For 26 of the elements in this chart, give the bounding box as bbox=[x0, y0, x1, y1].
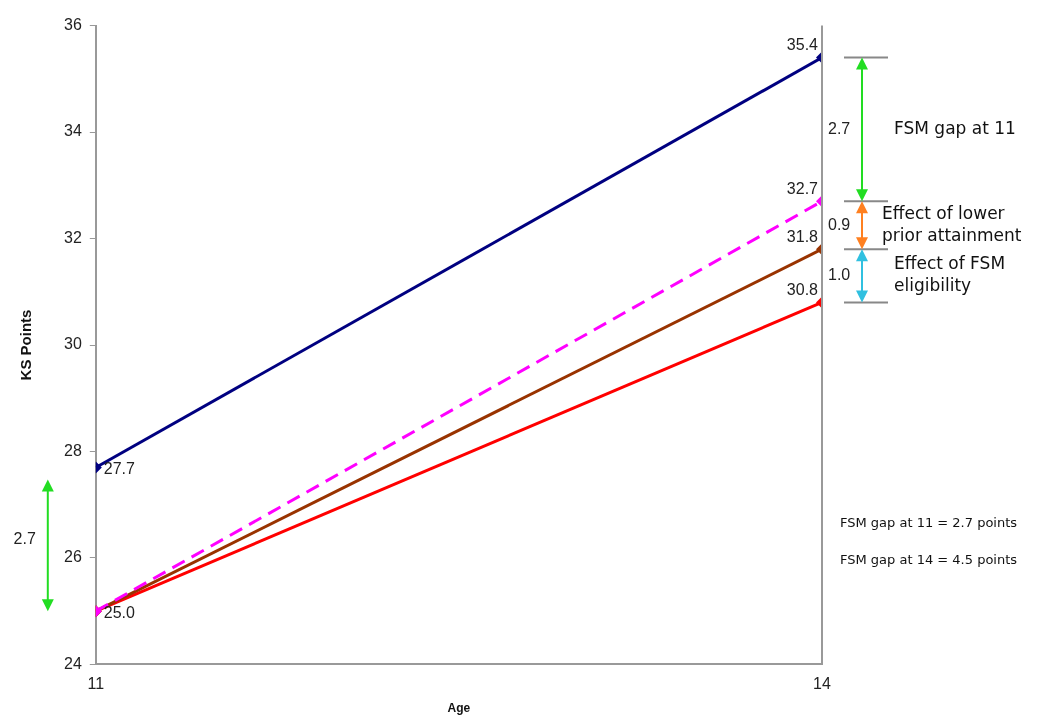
text: FSM gap at 11 bbox=[894, 117, 1016, 138]
x-tick-label: 11 bbox=[87, 675, 105, 693]
y-axis-title: KS Points bbox=[17, 309, 35, 381]
y-tick-label: 34 bbox=[64, 122, 82, 140]
data-label: 30.8 bbox=[786, 280, 819, 298]
data-label: 32.7 bbox=[786, 179, 819, 197]
text: 0.9 bbox=[828, 215, 851, 233]
text: FSM gap at 11 = 2.7 points bbox=[840, 515, 1018, 531]
x-tick-label: 14 bbox=[813, 675, 831, 693]
data-label: 31.8 bbox=[786, 227, 819, 245]
x-axis-title: Age bbox=[447, 701, 471, 716]
y-tick-label: 30 bbox=[64, 335, 82, 353]
y-tick-label: 24 bbox=[64, 654, 82, 672]
data-label: 27.7 bbox=[103, 459, 136, 477]
y-tick-label: 32 bbox=[64, 228, 82, 246]
text: Effect of lower prior attainment bbox=[882, 202, 1022, 245]
text: FSM gap at 14 = 4.5 points bbox=[840, 552, 1018, 568]
y-tick-label: 28 bbox=[64, 441, 82, 459]
text: 2.7 bbox=[828, 119, 851, 137]
text: Effect of FSM eligibility bbox=[894, 253, 1006, 296]
data-label: 25.0 bbox=[103, 603, 136, 621]
y-tick-label: 26 bbox=[64, 548, 82, 566]
text: 1.0 bbox=[828, 266, 851, 284]
text: 2.7 bbox=[13, 529, 36, 547]
data-label: 35.4 bbox=[786, 35, 819, 53]
y-tick-label: 36 bbox=[64, 16, 82, 34]
